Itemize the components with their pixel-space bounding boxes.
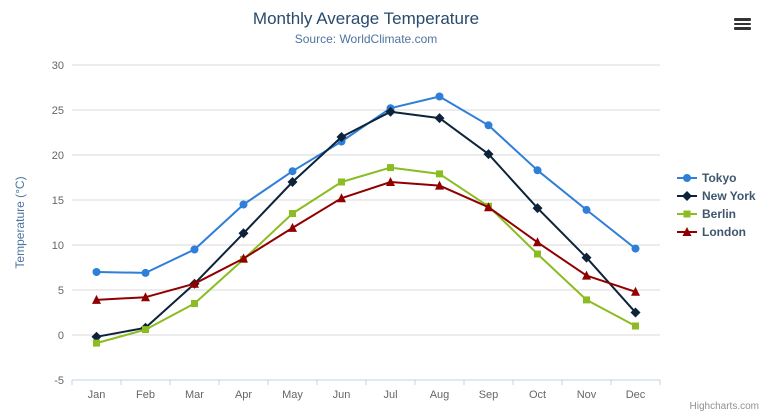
series-berlin-marker[interactable] — [142, 326, 149, 334]
series-berlin-marker[interactable] — [93, 339, 100, 347]
series-london-marker[interactable] — [141, 292, 150, 302]
y-axis-tick-label: 10 — [52, 240, 64, 252]
series-new-york-marker[interactable] — [385, 106, 396, 117]
series-berlin-marker[interactable] — [632, 322, 639, 330]
series-tokyo-line[interactable] — [96, 95, 637, 274]
x-axis-tick-label: Feb — [136, 389, 155, 401]
series-berlin-marker[interactable] — [289, 210, 296, 217]
hamburger-bar — [734, 27, 751, 30]
series-london-marker[interactable] — [190, 278, 199, 288]
x-axis-tick-label: Mar — [185, 389, 204, 401]
legend: Tokyo New York Berlin London — [676, 169, 756, 241]
y-axis-tick-label: 5 — [58, 285, 64, 297]
series-tokyo-marker[interactable] — [288, 167, 297, 176]
series-berlin-marker[interactable] — [338, 178, 345, 186]
legend-tokyo-symbol — [677, 174, 697, 182]
legend-item-london[interactable]: London — [676, 223, 756, 241]
series-new-york-line[interactable] — [96, 110, 637, 338]
hamburger-bar — [734, 22, 751, 26]
chart-subtitle: Source: WorldClimate.com — [294, 32, 438, 46]
series-tokyo-marker[interactable] — [190, 245, 199, 254]
series-berlin-marker[interactable] — [583, 296, 590, 304]
x-axis-tick-label: Oct — [529, 389, 546, 401]
y-axis-tick-label: 15 — [52, 195, 64, 207]
legend-item-berlin[interactable]: Berlin — [676, 205, 756, 223]
x-axis-tick-label: Sep — [479, 389, 499, 401]
legend-item-new-york[interactable]: New York — [676, 187, 756, 205]
series-tokyo-marker[interactable] — [484, 121, 493, 130]
legend-london-symbol — [677, 227, 697, 236]
legend-berlin-symbol — [677, 210, 697, 218]
series-new-york — [91, 106, 641, 342]
series-london-marker[interactable] — [386, 177, 395, 186]
y-axis-tick-label: 0 — [58, 330, 64, 342]
hamburger-bar — [734, 18, 751, 21]
legend-label-new-york: New York — [702, 189, 756, 203]
legend-label-london: London — [702, 225, 746, 239]
y-axis-tick-label: 25 — [52, 105, 64, 117]
series-london-marker[interactable] — [288, 222, 297, 232]
y-axis-title: Temperature (°C) — [13, 176, 27, 268]
legend-tokyo-marker[interactable] — [683, 174, 691, 182]
legend-label-tokyo: Tokyo — [702, 171, 737, 185]
series-new-york-marker[interactable] — [91, 331, 102, 342]
series-berlin-marker[interactable] — [191, 300, 198, 307]
series-new-york-marker[interactable] — [336, 132, 347, 142]
series-berlin-marker[interactable] — [436, 170, 443, 178]
chart-title: Monthly Average Temperature — [252, 9, 480, 28]
legend-item-tokyo[interactable]: Tokyo — [676, 169, 756, 187]
series-new-york-marker[interactable] — [287, 177, 298, 187]
series-new-york-marker[interactable] — [238, 228, 249, 239]
x-axis-tick-label: Aug — [430, 389, 450, 401]
x-axis-tick-label: Apr — [235, 389, 252, 401]
series-london-marker[interactable] — [337, 193, 346, 203]
series-berlin-marker[interactable] — [534, 250, 541, 258]
x-axis-tick-label: Dec — [626, 389, 646, 401]
series-london — [92, 177, 640, 304]
series-london-marker[interactable] — [484, 202, 493, 212]
legend-label-berlin: Berlin — [702, 207, 737, 221]
series-tokyo-marker[interactable] — [239, 200, 248, 209]
series-tokyo-marker[interactable] — [533, 166, 542, 175]
series-london-marker[interactable] — [239, 253, 248, 263]
series-tokyo-marker[interactable] — [141, 268, 150, 277]
series-new-york-marker[interactable] — [434, 113, 445, 124]
series-london-marker[interactable] — [435, 180, 444, 190]
legend-new-york-symbol — [677, 191, 697, 201]
series-new-york-marker[interactable] — [532, 203, 543, 214]
legend-berlin-marker[interactable] — [683, 210, 691, 218]
series-berlin-marker[interactable] — [387, 164, 394, 172]
series-tokyo-marker[interactable] — [435, 92, 444, 101]
series-tokyo — [92, 92, 640, 277]
y-axis-tick-label: 30 — [52, 60, 64, 72]
series-london-marker[interactable] — [533, 237, 542, 247]
series-tokyo-marker[interactable] — [631, 244, 640, 253]
y-axis-tick-label: 20 — [52, 150, 64, 162]
series-berlin-line[interactable] — [96, 166, 636, 345]
hamburger-menu-button[interactable] — [734, 18, 751, 30]
x-axis-tick-label: Jan — [88, 389, 106, 401]
series-london-marker[interactable] — [631, 286, 640, 296]
series-tokyo-marker[interactable] — [582, 205, 591, 214]
series-london-line[interactable] — [96, 181, 636, 301]
x-axis-tick-label: Jun — [333, 389, 351, 401]
highcharts-credit[interactable]: Highcharts.com — [689, 401, 759, 412]
x-axis-tick-label: Nov — [577, 389, 597, 401]
x-axis-tick-label: May — [282, 389, 303, 401]
series-new-york-marker[interactable] — [483, 149, 494, 160]
legend-new-york-marker[interactable] — [682, 191, 692, 201]
x-axis-tick-label: Jul — [383, 389, 397, 401]
series-new-york-marker[interactable] — [581, 252, 592, 263]
legend-london-marker[interactable] — [682, 227, 692, 236]
series-london-marker[interactable] — [582, 270, 591, 280]
series-tokyo-marker[interactable] — [92, 268, 101, 276]
series-new-york-marker[interactable] — [630, 307, 641, 318]
y-axis-tick-label: -5 — [54, 375, 64, 387]
series-london-marker[interactable] — [92, 294, 101, 304]
